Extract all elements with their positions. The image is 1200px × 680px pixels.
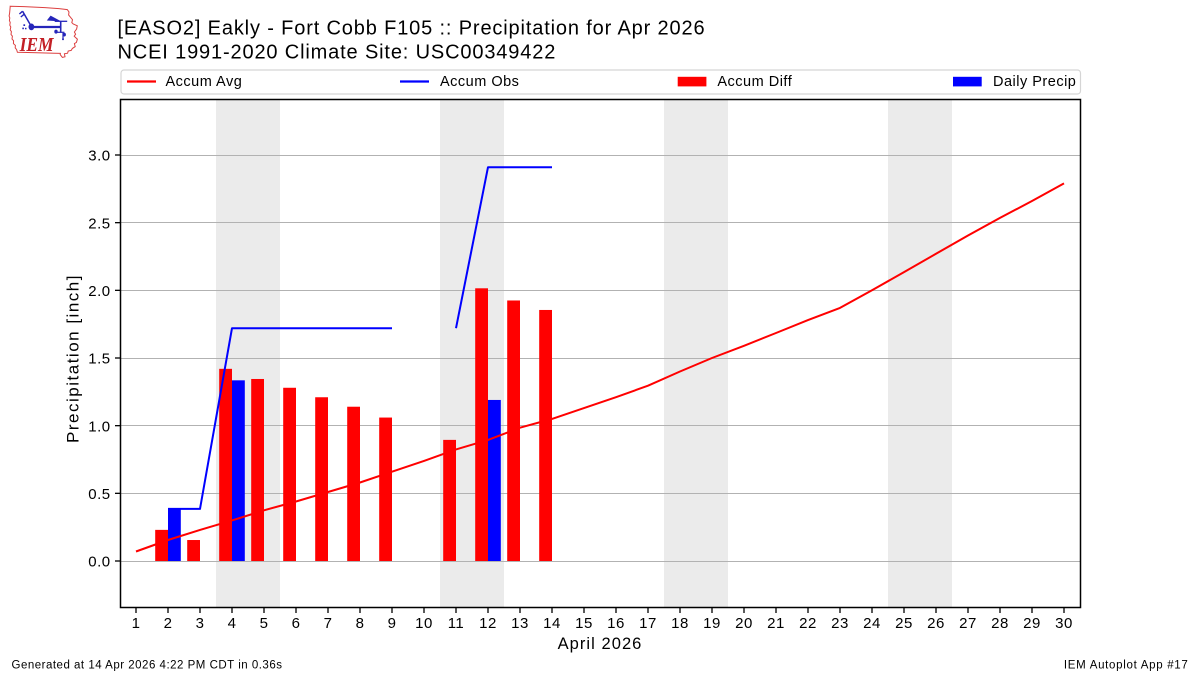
svg-text:1.5: 1.5	[88, 351, 110, 368]
svg-text:12: 12	[479, 615, 497, 632]
svg-text:25: 25	[895, 615, 913, 632]
svg-text:2.5: 2.5	[88, 215, 110, 232]
svg-text:1.0: 1.0	[88, 418, 110, 435]
svg-text:Daily Precip: Daily Precip	[993, 74, 1076, 90]
svg-text:15: 15	[575, 615, 593, 632]
svg-text:Accum Diff: Accum Diff	[717, 74, 792, 90]
svg-text:6: 6	[292, 615, 301, 632]
svg-text:24: 24	[863, 615, 881, 632]
svg-text:4: 4	[228, 615, 237, 632]
svg-text:7: 7	[324, 615, 333, 632]
svg-text:IEM: IEM	[19, 34, 55, 56]
svg-text:30: 30	[1055, 615, 1073, 632]
svg-text:18: 18	[671, 615, 689, 632]
svg-text:21: 21	[767, 615, 785, 632]
svg-text:5: 5	[260, 615, 269, 632]
svg-text:9: 9	[388, 615, 397, 632]
svg-text:0.0: 0.0	[88, 554, 110, 571]
svg-text:Generated at 14 Apr 2026 4:22: Generated at 14 Apr 2026 4:22 PM CDT in …	[12, 659, 283, 671]
svg-text:29: 29	[1023, 615, 1041, 632]
svg-text:20: 20	[735, 615, 753, 632]
svg-text:2.0: 2.0	[88, 283, 110, 300]
svg-text:3.0: 3.0	[88, 148, 110, 165]
svg-text:8: 8	[356, 615, 365, 632]
svg-text:Accum Avg: Accum Avg	[166, 74, 243, 90]
svg-text:28: 28	[991, 615, 1009, 632]
svg-text:14: 14	[543, 615, 561, 632]
svg-text:[EASO2] Eakly - Fort Cobb F105: [EASO2] Eakly - Fort Cobb F105 :: Precip…	[118, 17, 706, 39]
svg-text:Precipitation [inch]: Precipitation [inch]	[63, 274, 82, 443]
svg-text:17: 17	[639, 615, 657, 632]
svg-text:22: 22	[799, 615, 817, 632]
svg-text:13: 13	[511, 615, 529, 632]
svg-text:19: 19	[703, 615, 721, 632]
svg-text:Accum Obs: Accum Obs	[440, 74, 519, 90]
svg-text:27: 27	[959, 615, 977, 632]
svg-text:10: 10	[415, 615, 433, 632]
svg-text:NCEI 1991-2020 Climate Site: U: NCEI 1991-2020 Climate Site: USC00349422	[118, 41, 557, 63]
svg-text:0.5: 0.5	[88, 486, 110, 503]
svg-text:26: 26	[927, 615, 945, 632]
svg-text:1: 1	[132, 615, 141, 632]
svg-text:IEM Autoplot App #17: IEM Autoplot App #17	[1064, 659, 1189, 671]
svg-text:3: 3	[196, 615, 205, 632]
svg-text:11: 11	[448, 615, 465, 632]
svg-text:16: 16	[607, 615, 625, 632]
svg-text:2: 2	[164, 615, 173, 632]
svg-text:April 2026: April 2026	[558, 635, 643, 653]
svg-text:23: 23	[831, 615, 849, 632]
